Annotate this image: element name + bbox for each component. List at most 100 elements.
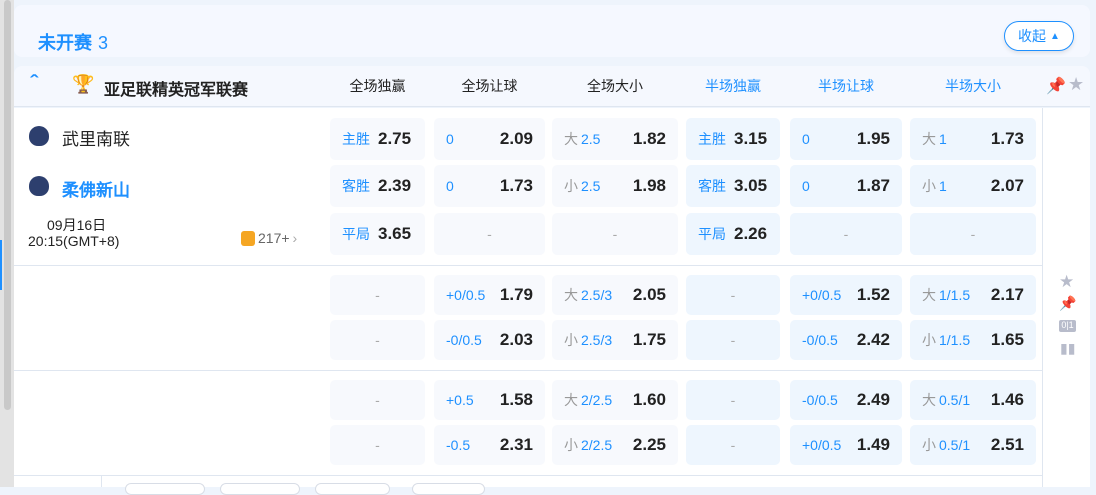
odds-cell-ft-ou[interactable]: 小 2.5/3 1.75: [552, 320, 678, 360]
odds-cell-ht-1x2[interactable]: 客胜 3.05: [686, 165, 780, 207]
home-team-logo: [29, 126, 49, 146]
ou-direction: 大: [922, 392, 936, 408]
odds-value: 1.49: [856, 435, 890, 454]
ou-direction: 大: [564, 392, 578, 408]
col-header-ft-1x2: 全场独赢: [349, 78, 406, 94]
tab-button[interactable]: [412, 483, 485, 495]
pin-icon[interactable]: 📌: [1046, 78, 1066, 95]
odds-cell-ft-ou[interactable]: 大 2.5/3 2.05: [552, 275, 678, 315]
odds-cell-ft-ou[interactable]: 小 2/2.5 2.25: [552, 425, 678, 465]
odds-line: +0.5: [446, 392, 474, 408]
chevron-up-icon[interactable]: ˆ: [30, 72, 38, 92]
stats-icon[interactable]: ▮▮: [1060, 340, 1076, 356]
odds-cell-ft-handicap[interactable]: 0 1.73: [434, 165, 545, 207]
odds-line: +0/0.5: [802, 437, 842, 453]
more-markets-link[interactable]: 217+ ›: [241, 230, 297, 246]
odds-cell-ht-1x2[interactable]: 平局 2.26: [686, 213, 780, 255]
odds-value: 2.26: [734, 224, 768, 243]
divider: [101, 476, 102, 487]
odds-cell-ht-handicap[interactable]: -0/0.5 2.42: [790, 320, 902, 360]
odds-line: 2.5: [581, 131, 601, 147]
odds-cell-ht-1x2[interactable]: 主胜 3.15: [686, 118, 780, 160]
section-title: 未开赛 3: [38, 29, 108, 55]
odds-cell-ht-ou[interactable]: 大 1/1.5 2.17: [910, 275, 1036, 315]
odds-cell-ft-ou[interactable]: 大 2.5 1.82: [552, 118, 678, 160]
pin-icon[interactable]: 📌: [1059, 295, 1077, 311]
odds-cell-ft-handicap[interactable]: -0/0.5 2.03: [434, 320, 545, 360]
star-icon[interactable]: ★: [1068, 74, 1085, 94]
odds-line: 主胜: [698, 131, 726, 147]
odds-value: 2.75: [378, 129, 412, 148]
odds-line: 客胜: [698, 178, 726, 194]
odds-line: 1/1.5: [939, 287, 971, 303]
divider: [14, 370, 1042, 371]
markets-icon: [241, 230, 255, 246]
col-header-ft-ou: 全场大小: [587, 78, 643, 94]
empty-odds: -: [375, 392, 380, 408]
section-header: [14, 5, 1090, 57]
odds-value: 3.15: [734, 129, 768, 148]
odds-cell-ht-ou[interactable]: 小 1 2.07: [910, 165, 1036, 207]
odds-line: 2/2.5: [581, 392, 613, 408]
odds-cell-ft-ou: -: [552, 213, 678, 255]
league-header: [14, 66, 1090, 107]
odds-line: 1: [939, 131, 947, 147]
odds-cell-ht-ou[interactable]: 小 0.5/1 2.51: [910, 425, 1036, 465]
odds-cell-ht-handicap[interactable]: 0 1.95: [790, 118, 902, 160]
odds-value: 2.39: [378, 176, 412, 195]
away-team-logo: [29, 176, 49, 196]
side-divider: [1042, 108, 1043, 487]
star-icon[interactable]: ★: [1059, 272, 1075, 291]
col-header-ft-handicap: 全场让球: [461, 78, 518, 94]
odds-line: 平局: [698, 226, 726, 242]
odds-cell-ft-handicap[interactable]: +0/0.5 1.79: [434, 275, 545, 315]
away-team[interactable]: 柔佛新山: [62, 181, 130, 200]
odds-cell-ht-1x2: -: [686, 275, 780, 315]
odds-value: 1.46: [990, 390, 1024, 409]
odds-cell-ft-1x2[interactable]: 平局 3.65: [330, 213, 425, 255]
tab-button[interactable]: [125, 483, 205, 495]
odds-line: 0.5/1: [939, 392, 971, 408]
col-header-ht-1x2[interactable]: 半场独赢: [705, 78, 761, 94]
odds-cell-ht-handicap[interactable]: -0/0.5 2.49: [790, 380, 902, 420]
active-indicator: [0, 240, 2, 290]
ou-direction: 大: [922, 131, 936, 147]
odds-line: 0: [446, 131, 454, 147]
empty-odds: -: [375, 287, 380, 303]
tab-button[interactable]: [220, 483, 300, 495]
odds-value: 1.82: [632, 129, 666, 148]
odds-line: 1: [939, 178, 947, 194]
col-header-ht-ou[interactable]: 半场大小: [945, 78, 1001, 94]
caret-up-icon: ▲: [1050, 30, 1060, 42]
league-name[interactable]: 亚足联精英冠军联赛: [104, 82, 249, 99]
scrollbar-thumb[interactable]: [4, 0, 11, 410]
odds-cell-ft-1x2: -: [330, 275, 425, 315]
odds-cell-ht-handicap[interactable]: +0/0.5 1.52: [790, 275, 902, 315]
odds-cell-ft-1x2[interactable]: 主胜 2.75: [330, 118, 425, 160]
odds-cell-ft-ou[interactable]: 小 2.5 1.98: [552, 165, 678, 207]
odds-value: 3.05: [734, 176, 768, 195]
odds-cell-ft-handicap[interactable]: 0 2.09: [434, 118, 545, 160]
match-time: 20:15(GMT+8): [28, 233, 120, 249]
odds-cell-ht-ou[interactable]: 小 1/1.5 1.65: [910, 320, 1036, 360]
odds-value: 1.98: [632, 176, 666, 195]
odds-cell-ft-handicap[interactable]: +0.5 1.58: [434, 380, 545, 420]
tab-button[interactable]: [315, 483, 390, 495]
odds-cell-ft-handicap[interactable]: -0.5 2.31: [434, 425, 545, 465]
empty-odds: -: [730, 392, 736, 408]
odds-line: 0: [802, 178, 810, 194]
odds-value: 2.49: [856, 390, 890, 409]
odds-cell-ht-handicap[interactable]: 0 1.87: [790, 165, 902, 207]
col-header-ht-handicap[interactable]: 半场让球: [818, 78, 874, 94]
home-team[interactable]: 武里南联: [62, 130, 130, 149]
odds-line: 客胜: [342, 178, 370, 194]
odds-cell-ft-1x2[interactable]: 客胜 2.39: [330, 165, 425, 207]
odds-cell-ht-ou[interactable]: 大 1 1.73: [910, 118, 1036, 160]
odds-cell-ht-ou[interactable]: 大 0.5/1 1.46: [910, 380, 1036, 420]
odds-cell-ht-handicap[interactable]: +0/0.5 1.49: [790, 425, 902, 465]
score-icon[interactable]: 0|1: [1059, 320, 1076, 332]
odds-value: 1.95: [856, 129, 890, 148]
collapse-button[interactable]: 收起 ▲: [1004, 21, 1074, 51]
divider: [14, 265, 1042, 266]
odds-cell-ft-ou[interactable]: 大 2/2.5 1.60: [552, 380, 678, 420]
